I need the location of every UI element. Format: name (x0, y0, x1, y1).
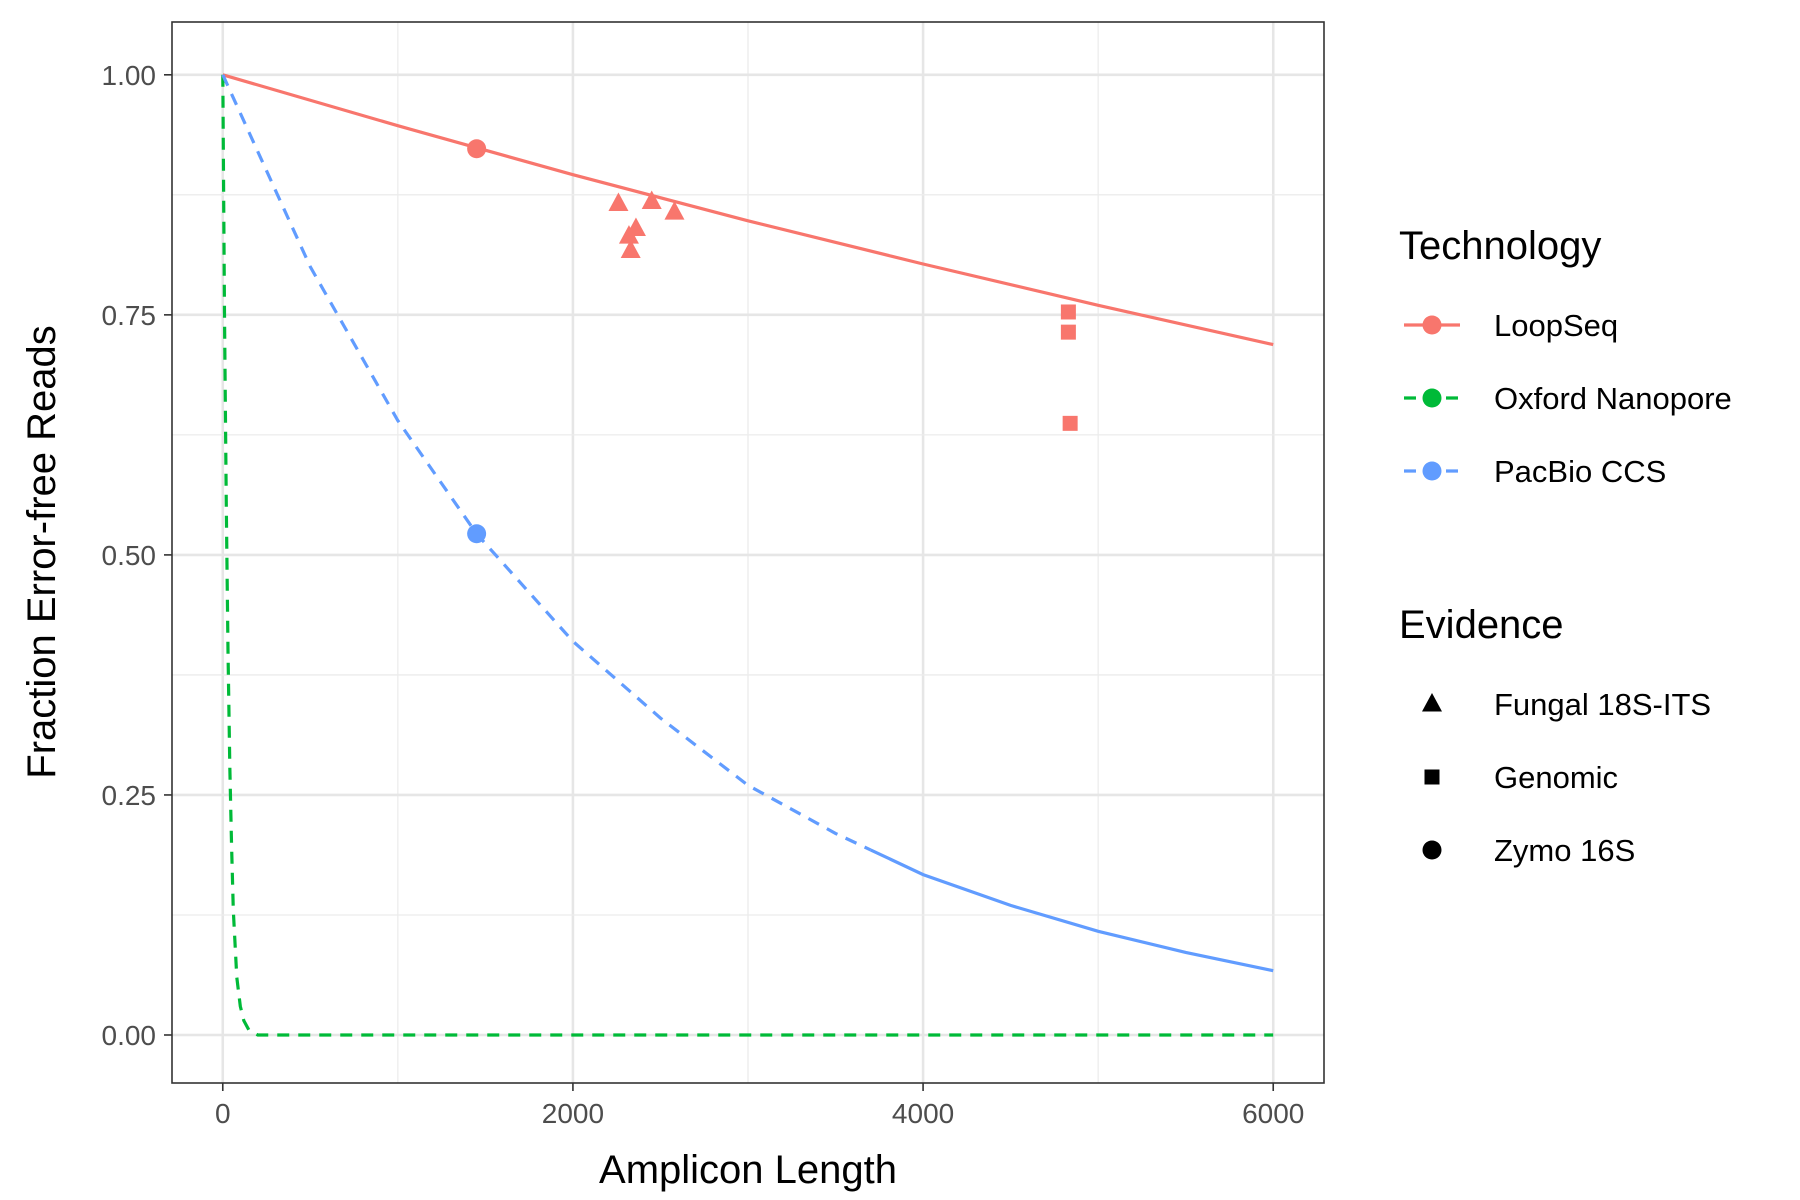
legend-label-evidence: Fungal 18S-ITS (1494, 687, 1711, 722)
data-point-loopseq (467, 139, 487, 159)
y-tick-label: 0.25 (102, 780, 157, 811)
legend-key-dot (1422, 388, 1442, 408)
y-tick-label: 1.00 (102, 60, 157, 91)
legend-key-circle-icon (1422, 840, 1442, 860)
legend-key-dot (1422, 315, 1442, 335)
curves (221, 73, 1274, 1037)
legend-title-evidence: Evidence (1399, 603, 1564, 647)
y-tick-label: 0.00 (102, 1020, 157, 1051)
x-tick-label: 4000 (892, 1098, 954, 1129)
x-tick-label: 0 (215, 1098, 231, 1129)
legend-label-technology: LoopSeq (1494, 308, 1618, 343)
data-points (467, 139, 1078, 544)
y-tick-label: 0.50 (102, 540, 157, 571)
data-point-loopseq (620, 239, 641, 259)
data-point-loopseq (618, 225, 639, 244)
data-point-loopseq (1060, 304, 1076, 320)
x-tick-label: 6000 (1242, 1098, 1304, 1129)
legend-label-evidence: Zymo 16S (1494, 833, 1635, 868)
legend-label-evidence: Genomic (1494, 760, 1618, 795)
y-axis: 0.00 0.25 0.50 0.75 1.00 (102, 60, 172, 1051)
series-line-oxford-nanopore (221, 74, 1274, 1037)
legend-key-square-icon (1424, 769, 1440, 785)
y-axis-title: Fraction Error-free Reads (20, 325, 64, 778)
legend: Technology Evidence LoopSeq Oxford Nanopo… (1399, 224, 1732, 868)
legend-label-technology: Oxford Nanopore (1494, 381, 1732, 416)
series-line-loopseq (222, 73, 1274, 347)
x-axis: 0 2000 4000 6000 (215, 1083, 1304, 1129)
data-point-loopseq (1060, 324, 1076, 340)
legend-key-dot (1422, 461, 1442, 481)
y-tick-label: 0.75 (102, 300, 157, 331)
data-point-loopseq (608, 192, 629, 211)
data-point-pacbio-ccs (467, 524, 487, 544)
plot-border (171, 21, 1325, 1084)
legend-key-triangle-icon (1422, 693, 1442, 712)
legend-label-technology: PacBio CCS (1494, 454, 1666, 489)
legend-title-technology: Technology (1399, 224, 1601, 268)
data-point-loopseq (1062, 415, 1078, 431)
x-tick-label: 2000 (542, 1098, 604, 1129)
data-point-loopseq (641, 190, 662, 210)
data-point-loopseq (664, 201, 685, 220)
series-line-pacbio-ccs-solid (869, 848, 1274, 973)
x-axis-title: Amplicon Length (599, 1148, 897, 1192)
